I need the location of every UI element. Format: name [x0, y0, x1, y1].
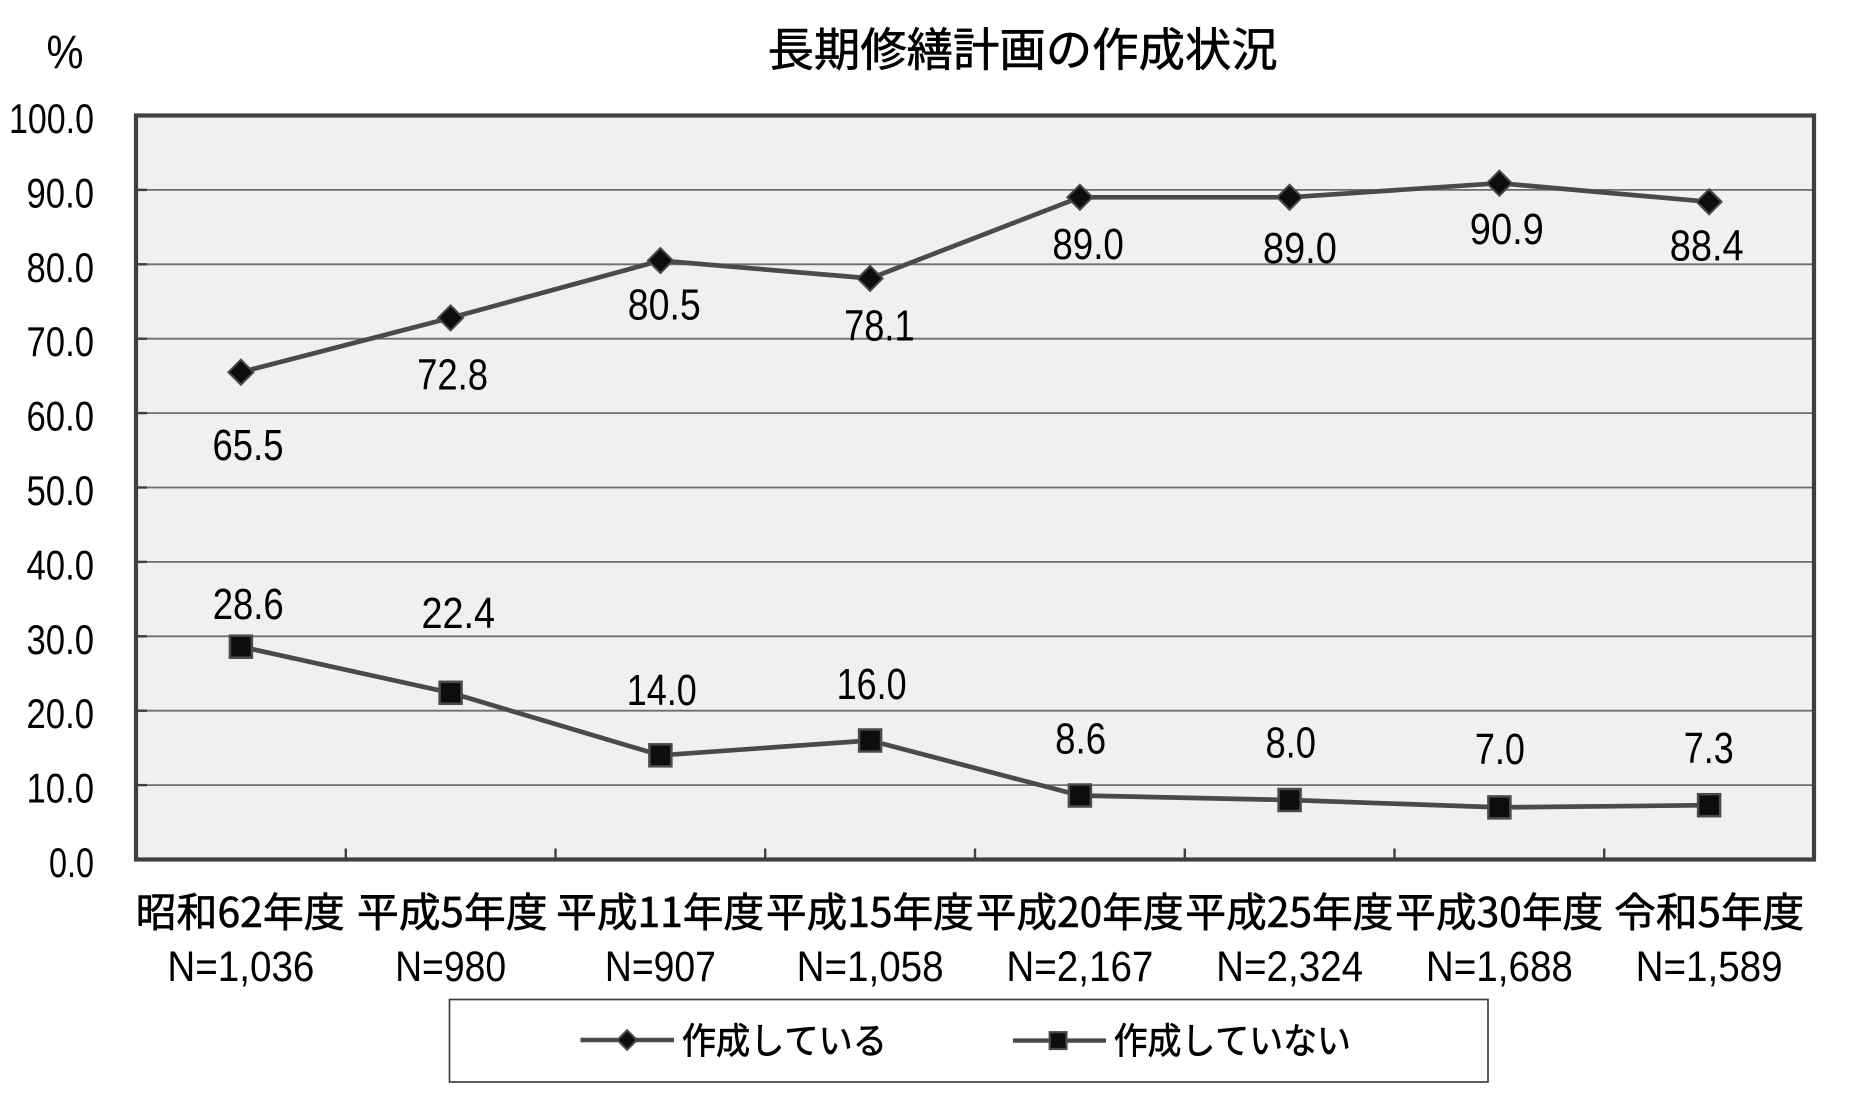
- svg-text:N=907: N=907: [605, 943, 716, 991]
- svg-text:88.4: 88.4: [1670, 222, 1744, 271]
- svg-text:90.9: 90.9: [1470, 205, 1544, 254]
- svg-text:78.1: 78.1: [844, 302, 915, 351]
- svg-text:N=1,058: N=1,058: [797, 943, 944, 991]
- svg-text:7.3: 7.3: [1684, 724, 1734, 773]
- svg-text:80.5: 80.5: [628, 281, 701, 330]
- svg-text:14.0: 14.0: [627, 666, 697, 715]
- svg-text:N=1,688: N=1,688: [1426, 943, 1573, 991]
- svg-text:100.0: 100.0: [9, 95, 94, 142]
- svg-text:8.0: 8.0: [1265, 719, 1316, 768]
- svg-text:16.0: 16.0: [837, 660, 907, 709]
- svg-text:N=1,036: N=1,036: [167, 943, 314, 991]
- svg-text:20.0: 20.0: [27, 690, 95, 737]
- svg-text:%: %: [47, 25, 84, 78]
- svg-text:0.0: 0.0: [49, 839, 94, 886]
- svg-text:30.0: 30.0: [27, 616, 95, 663]
- svg-text:70.0: 70.0: [27, 318, 95, 365]
- svg-text:90.0: 90.0: [27, 169, 95, 216]
- svg-text:7.0: 7.0: [1475, 725, 1525, 774]
- svg-text:50.0: 50.0: [27, 467, 95, 514]
- svg-text:8.6: 8.6: [1055, 714, 1106, 763]
- svg-text:10.0: 10.0: [27, 765, 95, 812]
- svg-text:72.8: 72.8: [417, 350, 488, 399]
- svg-text:N=2,167: N=2,167: [1006, 943, 1153, 991]
- svg-text:65.5: 65.5: [213, 421, 284, 470]
- svg-text:89.0: 89.0: [1052, 220, 1124, 269]
- svg-text:40.0: 40.0: [27, 541, 95, 588]
- svg-text:60.0: 60.0: [27, 393, 95, 440]
- svg-text:28.6: 28.6: [213, 580, 284, 629]
- svg-text:N=980: N=980: [395, 943, 506, 991]
- svg-text:89.0: 89.0: [1263, 224, 1337, 273]
- svg-text:80.0: 80.0: [27, 244, 95, 291]
- svg-text:N=1,589: N=1,589: [1636, 943, 1783, 991]
- svg-text:22.4: 22.4: [422, 589, 496, 638]
- svg-text:N=2,324: N=2,324: [1216, 943, 1363, 991]
